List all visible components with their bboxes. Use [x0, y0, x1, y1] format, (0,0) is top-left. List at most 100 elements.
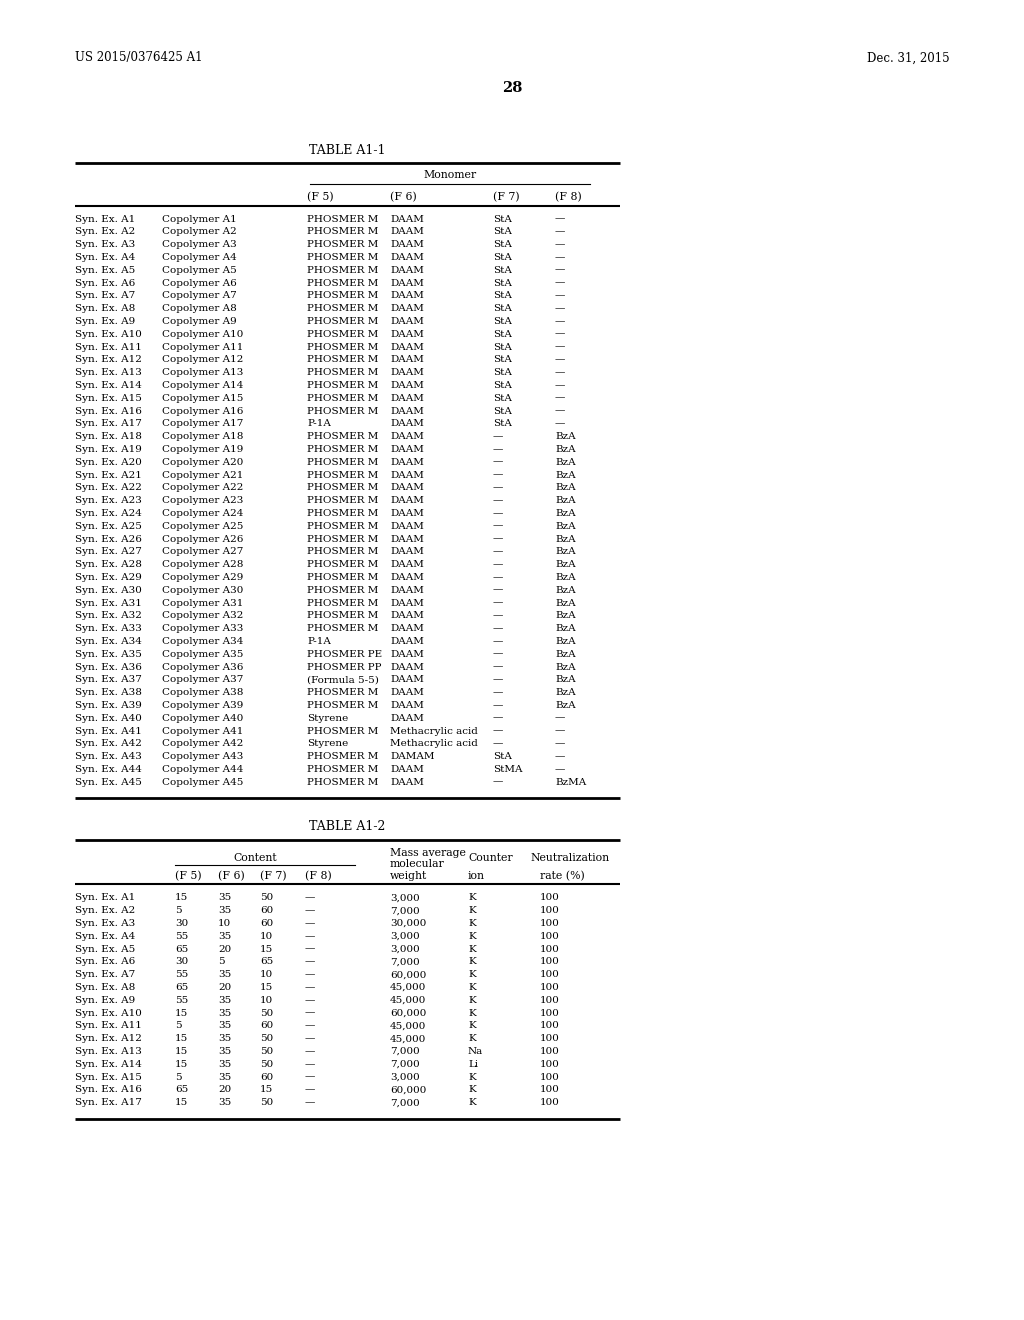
Text: Syn. Ex. A10: Syn. Ex. A10 — [75, 330, 142, 339]
Text: —: — — [493, 638, 504, 645]
Text: Copolymer A41: Copolymer A41 — [162, 726, 244, 735]
Text: Syn. Ex. A3: Syn. Ex. A3 — [75, 919, 135, 928]
Text: 3,000: 3,000 — [390, 945, 420, 953]
Text: PHOSMER M: PHOSMER M — [307, 279, 379, 288]
Text: 50: 50 — [260, 1047, 273, 1056]
Text: Copolymer A19: Copolymer A19 — [162, 445, 244, 454]
Text: DAAM: DAAM — [390, 304, 424, 313]
Text: —: — — [493, 586, 504, 595]
Text: PHOSMER M: PHOSMER M — [307, 253, 379, 261]
Text: BzA: BzA — [555, 483, 575, 492]
Text: Syn. Ex. A43: Syn. Ex. A43 — [75, 752, 142, 762]
Text: (F 8): (F 8) — [555, 191, 582, 202]
Text: Syn. Ex. A5: Syn. Ex. A5 — [75, 265, 135, 275]
Text: —: — — [555, 304, 565, 313]
Text: K: K — [468, 1022, 476, 1031]
Text: PHOSMER M: PHOSMER M — [307, 573, 379, 582]
Text: DAAM: DAAM — [390, 586, 424, 595]
Text: K: K — [468, 1098, 476, 1107]
Text: 15: 15 — [175, 1008, 188, 1018]
Text: Syn. Ex. A1: Syn. Ex. A1 — [75, 894, 135, 903]
Text: —: — — [305, 1060, 315, 1069]
Text: (Formula 5-5): (Formula 5-5) — [307, 676, 379, 684]
Text: —: — — [493, 535, 504, 544]
Text: —: — — [493, 739, 504, 748]
Text: 100: 100 — [540, 945, 560, 953]
Text: DAAM: DAAM — [390, 470, 424, 479]
Text: Syn. Ex. A35: Syn. Ex. A35 — [75, 649, 142, 659]
Text: 65: 65 — [175, 983, 188, 993]
Text: TABLE A1-2: TABLE A1-2 — [309, 820, 385, 833]
Text: DAAM: DAAM — [390, 611, 424, 620]
Text: Syn. Ex. A15: Syn. Ex. A15 — [75, 1073, 142, 1081]
Text: —: — — [493, 521, 504, 531]
Text: Copolymer A2: Copolymer A2 — [162, 227, 237, 236]
Text: 20: 20 — [218, 945, 231, 953]
Text: PHOSMER M: PHOSMER M — [307, 317, 379, 326]
Text: Copolymer A39: Copolymer A39 — [162, 701, 244, 710]
Text: Syn. Ex. A13: Syn. Ex. A13 — [75, 368, 142, 378]
Text: Copolymer A8: Copolymer A8 — [162, 304, 237, 313]
Text: 35: 35 — [218, 894, 231, 903]
Text: K: K — [468, 1085, 476, 1094]
Text: —: — — [305, 983, 315, 993]
Text: Copolymer A33: Copolymer A33 — [162, 624, 244, 634]
Text: —: — — [555, 342, 565, 351]
Text: K: K — [468, 1035, 476, 1043]
Text: —: — — [493, 470, 504, 479]
Text: Copolymer A4: Copolymer A4 — [162, 253, 237, 261]
Text: 50: 50 — [260, 894, 273, 903]
Text: PHOSMER M: PHOSMER M — [307, 381, 379, 389]
Text: StMA: StMA — [493, 764, 522, 774]
Text: Copolymer A45: Copolymer A45 — [162, 777, 244, 787]
Text: DAAM: DAAM — [390, 432, 424, 441]
Text: Copolymer A43: Copolymer A43 — [162, 752, 244, 762]
Text: 35: 35 — [218, 1073, 231, 1081]
Text: 100: 100 — [540, 970, 560, 979]
Text: Methacrylic acid: Methacrylic acid — [390, 739, 478, 748]
Text: Copolymer A35: Copolymer A35 — [162, 649, 244, 659]
Text: 5: 5 — [175, 1022, 181, 1031]
Text: Copolymer A44: Copolymer A44 — [162, 764, 244, 774]
Text: Copolymer A3: Copolymer A3 — [162, 240, 237, 249]
Text: 55: 55 — [175, 995, 188, 1005]
Text: PHOSMER M: PHOSMER M — [307, 368, 379, 378]
Text: DAAM: DAAM — [390, 420, 424, 428]
Text: K: K — [468, 983, 476, 993]
Text: Syn. Ex. A3: Syn. Ex. A3 — [75, 240, 135, 249]
Text: DAAM: DAAM — [390, 714, 424, 723]
Text: Monomer: Monomer — [424, 170, 476, 180]
Text: Copolymer A34: Copolymer A34 — [162, 638, 244, 645]
Text: Copolymer A25: Copolymer A25 — [162, 521, 244, 531]
Text: Copolymer A40: Copolymer A40 — [162, 714, 244, 723]
Text: StA: StA — [493, 407, 512, 416]
Text: Syn. Ex. A42: Syn. Ex. A42 — [75, 739, 142, 748]
Text: —: — — [493, 548, 504, 556]
Text: PHOSMER PE: PHOSMER PE — [307, 649, 382, 659]
Text: —: — — [493, 483, 504, 492]
Text: PHOSMER M: PHOSMER M — [307, 752, 379, 762]
Text: 50: 50 — [260, 1008, 273, 1018]
Text: PHOSMER M: PHOSMER M — [307, 688, 379, 697]
Text: BzA: BzA — [555, 432, 575, 441]
Text: 100: 100 — [540, 995, 560, 1005]
Text: PHOSMER M: PHOSMER M — [307, 432, 379, 441]
Text: Syn. Ex. A5: Syn. Ex. A5 — [75, 945, 135, 953]
Text: 5: 5 — [175, 1073, 181, 1081]
Text: Syn. Ex. A7: Syn. Ex. A7 — [75, 970, 135, 979]
Text: PHOSMER M: PHOSMER M — [307, 330, 379, 339]
Text: Copolymer A5: Copolymer A5 — [162, 265, 237, 275]
Text: BzA: BzA — [555, 496, 575, 506]
Text: 7,000: 7,000 — [390, 1047, 420, 1056]
Text: Syn. Ex. A44: Syn. Ex. A44 — [75, 764, 142, 774]
Text: US 2015/0376425 A1: US 2015/0376425 A1 — [75, 51, 203, 65]
Text: 65: 65 — [260, 957, 273, 966]
Text: PHOSMER M: PHOSMER M — [307, 548, 379, 556]
Text: 100: 100 — [540, 983, 560, 993]
Text: Copolymer A24: Copolymer A24 — [162, 510, 244, 517]
Text: —: — — [555, 292, 565, 300]
Text: BzA: BzA — [555, 521, 575, 531]
Text: Dec. 31, 2015: Dec. 31, 2015 — [867, 51, 950, 65]
Text: —: — — [555, 240, 565, 249]
Text: Syn. Ex. A14: Syn. Ex. A14 — [75, 381, 142, 389]
